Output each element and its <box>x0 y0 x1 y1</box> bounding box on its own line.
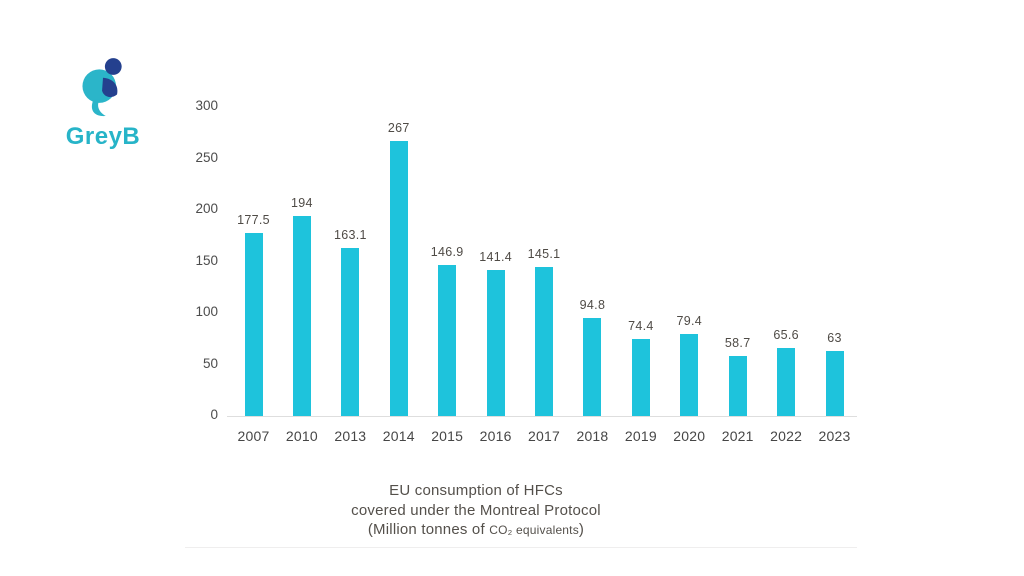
y-tick-label: 250 <box>195 149 218 165</box>
greyb-logo-icon <box>82 58 122 117</box>
chart-title-line-3: (Million tonnes of CO₂ equivalents) <box>367 521 585 538</box>
bar-value-label: 163.1 <box>333 228 367 242</box>
y-tick-label: 50 <box>202 355 218 371</box>
bar <box>244 233 263 416</box>
bottom-divider-line <box>185 547 857 548</box>
x-tick-label: 2021 <box>721 428 754 444</box>
bar-value-label: 94.8 <box>579 298 606 313</box>
bar <box>825 351 844 416</box>
bar <box>680 334 699 416</box>
bar <box>728 355 747 416</box>
bar <box>389 140 408 416</box>
bar-value-label: 267 <box>387 120 410 135</box>
x-tick-label: 2017 <box>528 428 560 444</box>
greyb-logo-text: GreyB <box>65 123 141 150</box>
x-axis-line <box>227 416 857 417</box>
bar <box>292 216 311 416</box>
bar <box>341 248 360 416</box>
bar <box>486 270 505 416</box>
x-tick-label: 2020 <box>673 428 706 444</box>
co2-equivalents-text: CO₂ equivalents <box>489 523 579 537</box>
x-tick-label: 2023 <box>818 428 851 444</box>
bar-value-label: 194 <box>291 196 313 211</box>
bar-value-label: 141.4 <box>479 250 512 265</box>
chart-title: EU consumption of HFCs covered under the… <box>276 481 676 541</box>
bar <box>583 318 602 416</box>
y-tick-label: 0 <box>210 407 218 422</box>
chart-title-line-1: EU consumption of HFCs <box>389 482 563 499</box>
y-tick-label: 200 <box>195 201 218 216</box>
chart-title-line-2: covered under the Montreal Protocol <box>351 501 601 519</box>
x-tick-label: 2013 <box>334 428 367 444</box>
x-tick-label: 2014 <box>382 428 415 444</box>
bar <box>631 339 650 416</box>
x-tick-label: 2018 <box>576 428 609 444</box>
bar-value-label: 63 <box>827 331 842 346</box>
x-tick-label: 2022 <box>770 428 803 444</box>
bar-value-label: 145.1 <box>527 246 561 261</box>
bar <box>535 266 554 416</box>
bar-value-label: 146.9 <box>430 244 464 259</box>
x-tick-label: 2007 <box>237 428 270 444</box>
bar-value-label: 74.4 <box>628 319 654 334</box>
y-tick-label: 150 <box>195 252 218 268</box>
bar-value-label: 65.6 <box>773 328 799 343</box>
x-tick-label: 2015 <box>431 428 464 444</box>
x-tick-label: 2019 <box>624 428 657 444</box>
bar-value-label: 58.7 <box>724 335 751 350</box>
x-tick-label: 2016 <box>479 428 512 444</box>
y-tick-label: 100 <box>195 304 218 319</box>
bar-value-label: 177.5 <box>237 213 270 228</box>
greyb-logo: GreyB <box>58 55 148 151</box>
bar <box>438 264 457 416</box>
bar-value-label: 79.4 <box>676 314 703 329</box>
x-tick-label: 2010 <box>285 428 318 444</box>
y-tick-label: 300 <box>195 98 218 113</box>
bar <box>777 348 796 416</box>
